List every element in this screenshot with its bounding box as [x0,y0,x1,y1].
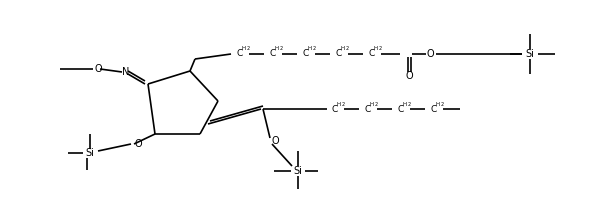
Text: Si: Si [293,166,303,176]
Text: 2: 2 [345,46,348,51]
Text: 2: 2 [378,46,382,51]
Text: 2: 2 [375,102,378,107]
Text: H: H [370,102,374,107]
Text: O: O [94,64,102,74]
Text: H: H [308,46,312,51]
Text: C: C [431,104,437,113]
Text: 2: 2 [246,46,249,51]
Text: C: C [365,104,371,113]
Text: H: H [374,46,378,51]
Text: H: H [275,46,279,51]
Text: H: H [436,102,440,107]
Text: O: O [271,136,279,146]
Text: Si: Si [526,49,534,59]
Text: H: H [403,102,407,107]
Text: 2: 2 [342,102,345,107]
Text: O: O [426,49,434,59]
Text: C: C [237,50,243,59]
Text: H: H [341,46,345,51]
Text: C: C [369,50,375,59]
Text: C: C [398,104,404,113]
Text: N: N [123,67,130,77]
Text: 2: 2 [440,102,443,107]
Text: C: C [303,50,309,59]
Text: C: C [332,104,338,113]
Text: 2: 2 [279,46,282,51]
Text: O: O [406,71,414,81]
Text: C: C [270,50,276,59]
Text: H: H [242,46,246,51]
Text: Si: Si [85,148,95,158]
Text: C: C [336,50,342,59]
Text: O: O [134,139,142,149]
Text: H: H [337,102,341,107]
Text: 2: 2 [312,46,315,51]
Text: 2: 2 [407,102,411,107]
